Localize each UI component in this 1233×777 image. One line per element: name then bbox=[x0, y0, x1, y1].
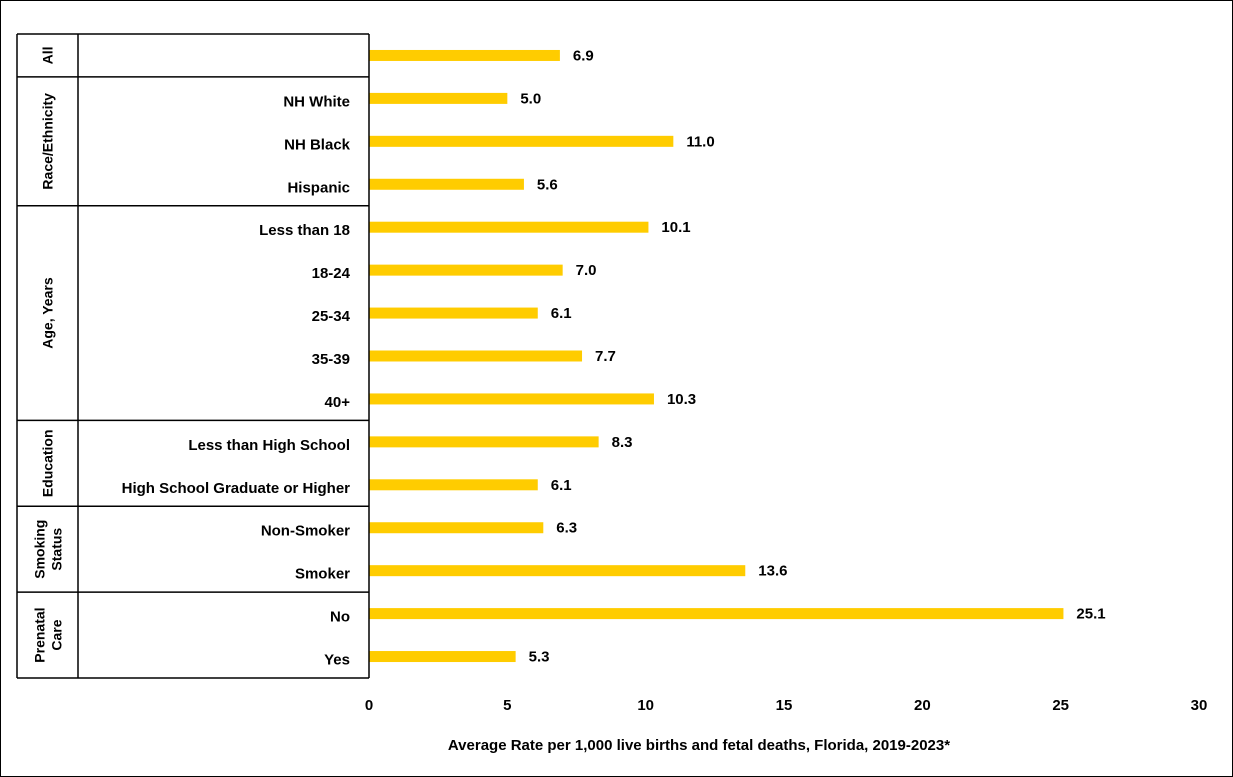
data-label: 10.3 bbox=[667, 391, 696, 408]
category-label: 25-34 bbox=[312, 308, 351, 325]
bars bbox=[369, 49, 1064, 663]
group-label-line: Smoking bbox=[32, 520, 48, 579]
group-label-line: Prenatal bbox=[32, 607, 48, 662]
data-label: 8.3 bbox=[612, 434, 633, 451]
group-label-line: Care bbox=[49, 619, 65, 650]
category-labels: NH White NH Black Hispanic Less than 18 18-2… bbox=[122, 93, 351, 668]
category-label: Less than High School bbox=[188, 437, 350, 454]
data-label: 5.6 bbox=[537, 176, 558, 193]
category-label: NH Black bbox=[284, 136, 351, 153]
bar bbox=[369, 565, 746, 577]
data-label: 6.1 bbox=[551, 477, 572, 494]
x-tick-label: 30 bbox=[1191, 697, 1208, 714]
group-label: Education bbox=[40, 429, 56, 497]
data-label: 13.6 bbox=[758, 563, 787, 580]
bar bbox=[369, 264, 563, 276]
bar bbox=[369, 350, 583, 362]
x-tick-label: 0 bbox=[365, 697, 373, 714]
bar bbox=[369, 221, 649, 233]
group-label: SmokingStatus bbox=[32, 520, 65, 579]
category-label: NH White bbox=[283, 93, 350, 110]
x-tick-label: 10 bbox=[637, 697, 654, 714]
group-dividers bbox=[16, 33, 369, 679]
category-label: No bbox=[330, 609, 350, 626]
category-label: Smoker bbox=[295, 566, 350, 583]
data-labels: 6.9 5.0 11.0 5.6 10.1 7.0 6.1 7.7 10.3 8.3 6.1 6.3 1… bbox=[520, 47, 1105, 665]
x-axis-title: Average Rate per 1,000 live births and f… bbox=[448, 737, 950, 754]
group-label: All bbox=[40, 47, 56, 65]
x-tick-label: 15 bbox=[776, 697, 793, 714]
x-tick-label: 20 bbox=[914, 697, 931, 714]
data-label: 5.0 bbox=[520, 90, 541, 107]
bar bbox=[369, 178, 524, 190]
data-label: 6.9 bbox=[573, 47, 594, 64]
bar bbox=[369, 393, 654, 405]
x-tick-label: 5 bbox=[503, 697, 511, 714]
category-label: 35-39 bbox=[312, 351, 350, 368]
data-label: 11.0 bbox=[686, 133, 714, 150]
bar bbox=[369, 49, 560, 61]
category-label: Yes bbox=[324, 652, 350, 669]
bar bbox=[369, 307, 538, 319]
bar bbox=[369, 522, 544, 534]
data-label: 10.1 bbox=[661, 219, 690, 236]
category-label: High School Graduate or Higher bbox=[122, 480, 351, 497]
data-label: 5.3 bbox=[529, 649, 550, 666]
bar bbox=[369, 436, 599, 448]
data-label: 6.1 bbox=[551, 305, 572, 322]
data-label: 25.1 bbox=[1076, 606, 1105, 623]
bar bbox=[369, 92, 508, 104]
category-label: Hispanic bbox=[287, 179, 350, 196]
bar bbox=[369, 135, 674, 147]
group-labels: All Race/Ethnicity Age, Years Education Smok… bbox=[32, 47, 65, 663]
data-label: 6.3 bbox=[556, 520, 577, 537]
group-label: Age, Years bbox=[40, 277, 56, 349]
x-axis: 0 5 10 15 20 25 30 bbox=[365, 34, 1208, 714]
group-label-line: Status bbox=[49, 528, 65, 571]
bar bbox=[369, 479, 538, 491]
bar bbox=[369, 651, 516, 663]
group-label: Race/Ethnicity bbox=[40, 93, 56, 190]
bar bbox=[369, 608, 1064, 620]
group-label: PrenatalCare bbox=[32, 607, 65, 662]
data-label: 7.0 bbox=[576, 262, 597, 279]
category-label: 18-24 bbox=[312, 265, 351, 282]
category-label: Non-Smoker bbox=[261, 523, 350, 540]
category-label: Less than 18 bbox=[259, 222, 350, 239]
data-label: 7.7 bbox=[595, 348, 616, 365]
x-tick-label: 25 bbox=[1052, 697, 1069, 714]
category-label: 40+ bbox=[325, 394, 351, 411]
